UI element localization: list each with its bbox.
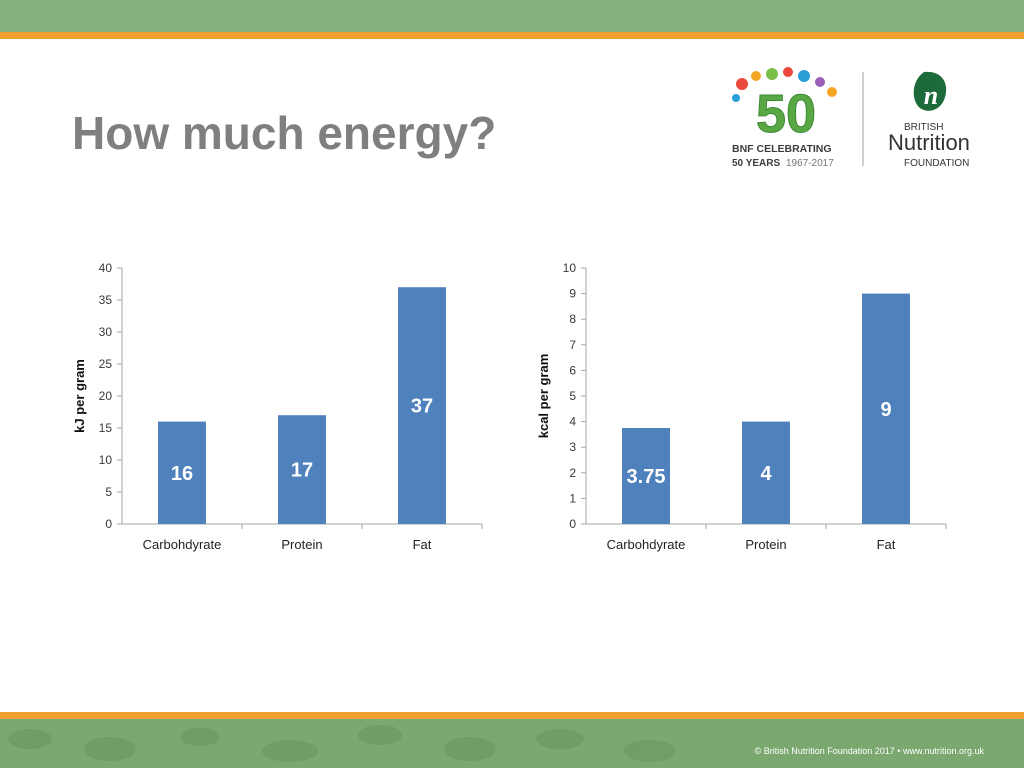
logo-line2: 50 YEARS [732,158,781,169]
kj-chart-y-tick-label: 40 [99,261,113,275]
kcal-chart-y-tick-label: 5 [569,389,576,403]
kj-chart-category-label: Fat [413,537,432,552]
kj-chart-bar [158,421,206,524]
kj-chart-category-label: Carbohdyrate [143,537,222,552]
logo-years: 1967-2017 [786,158,834,169]
kcal-chart-y-tick-label: 0 [569,517,576,531]
top-color-band [0,0,1024,32]
kcal-chart-y-tick-label: 6 [569,363,576,377]
kj-chart-data-label: 17 [291,460,313,482]
slide-title: How much energy? [72,107,497,159]
bnf-line1: BRITISH [904,122,943,133]
logo-divider [862,72,864,166]
kcal-chart-y-tick-label: 1 [569,491,576,505]
kj-chart-y-tick-label: 5 [105,485,112,499]
kj-chart-data-label: 37 [411,396,433,418]
kcal-per-gram-chart: kcal per gram 0 1 2 3 4 5 6 7 8 9 10 Carbohdyrate 3… [526,250,966,570]
kj-chart-y-tick-label: 15 [99,421,113,435]
kj-chart-y-tick-label: 35 [99,293,113,307]
kj-chart-svg: kJ per gram 0 5 10 15 20 25 30 35 40 Carbohdyrat… [72,261,483,552]
kcal-chart-y-tick-label: 2 [569,466,576,480]
bnf-line3: FOUNDATION [904,158,969,169]
kj-chart-bar [398,287,446,524]
kcal-chart-y-tick-label: 10 [563,261,577,275]
kcal-chart-bar [862,293,910,524]
kj-chart-y-tick-label: 20 [99,389,113,403]
kcal-chart-y-tick-label: 4 [569,415,576,429]
bottom-accent-stripe [0,712,1024,719]
kcal-chart-bar [742,421,790,524]
kj-chart-ylabel: kJ per gram [72,359,87,433]
top-accent-stripe [0,32,1024,39]
kcal-chart-y-tick-label: 9 [569,287,576,301]
kcal-chart-y-tick-label: 8 [569,312,576,326]
logo-line2-group: 50 YEARS 1967-2017 [732,158,834,169]
logo-line1: BNF CELEBRATING [732,143,832,155]
kj-chart-y-tick-label: 25 [99,357,113,371]
kj-chart-y-tick-label: 30 [99,325,113,339]
kcal-chart-category-label: Protein [745,537,786,552]
kcal-chart-category-label: Fat [877,537,896,552]
kcal-chart-data-label: 3.75 [627,466,666,488]
bnf-leaf-icon [913,71,947,111]
bnf-mark: n [924,81,938,110]
logo-number: 50 [756,84,816,144]
british-nutrition-foundation-logo: n BRITISH Nutrition FOUNDATION [888,71,970,169]
kj-chart-category-label: Protein [281,537,322,552]
logo-decoration-icon [732,67,837,102]
kcal-chart-y-tick-label: 3 [569,440,576,454]
kj-per-gram-chart: kJ per gram 0 5 10 15 20 25 30 35 40 Carbohdyrat… [62,250,502,570]
kcal-chart-ylabel: kcal per gram [536,354,551,439]
kj-chart-y-tick-label: 10 [99,453,113,467]
kcal-chart-bar [622,428,670,524]
footer-copyright: © British Nutrition Foundation 2017 • ww… [754,746,984,756]
kj-chart-bar [278,415,326,524]
kcal-chart-y-tick-label: 7 [569,338,576,352]
kcal-chart-data-label: 4 [760,463,772,485]
bnf-line2: Nutrition [888,130,970,155]
kj-chart-data-label: 16 [171,463,193,485]
foliage-pattern-icon [8,725,676,762]
bottom-color-band [0,719,1024,768]
bnf-50-years-logo: 50 BNF CELEBRATING 50 YEARS 1967-2017 [732,67,837,169]
kcal-chart-category-label: Carbohdyrate [607,537,686,552]
kj-chart-y-tick-label: 0 [105,517,112,531]
kcal-chart-data-label: 9 [880,399,891,421]
kcal-chart-svg: kcal per gram 0 1 2 3 4 5 6 7 8 9 10 Carbohdyrate 3… [536,261,947,552]
